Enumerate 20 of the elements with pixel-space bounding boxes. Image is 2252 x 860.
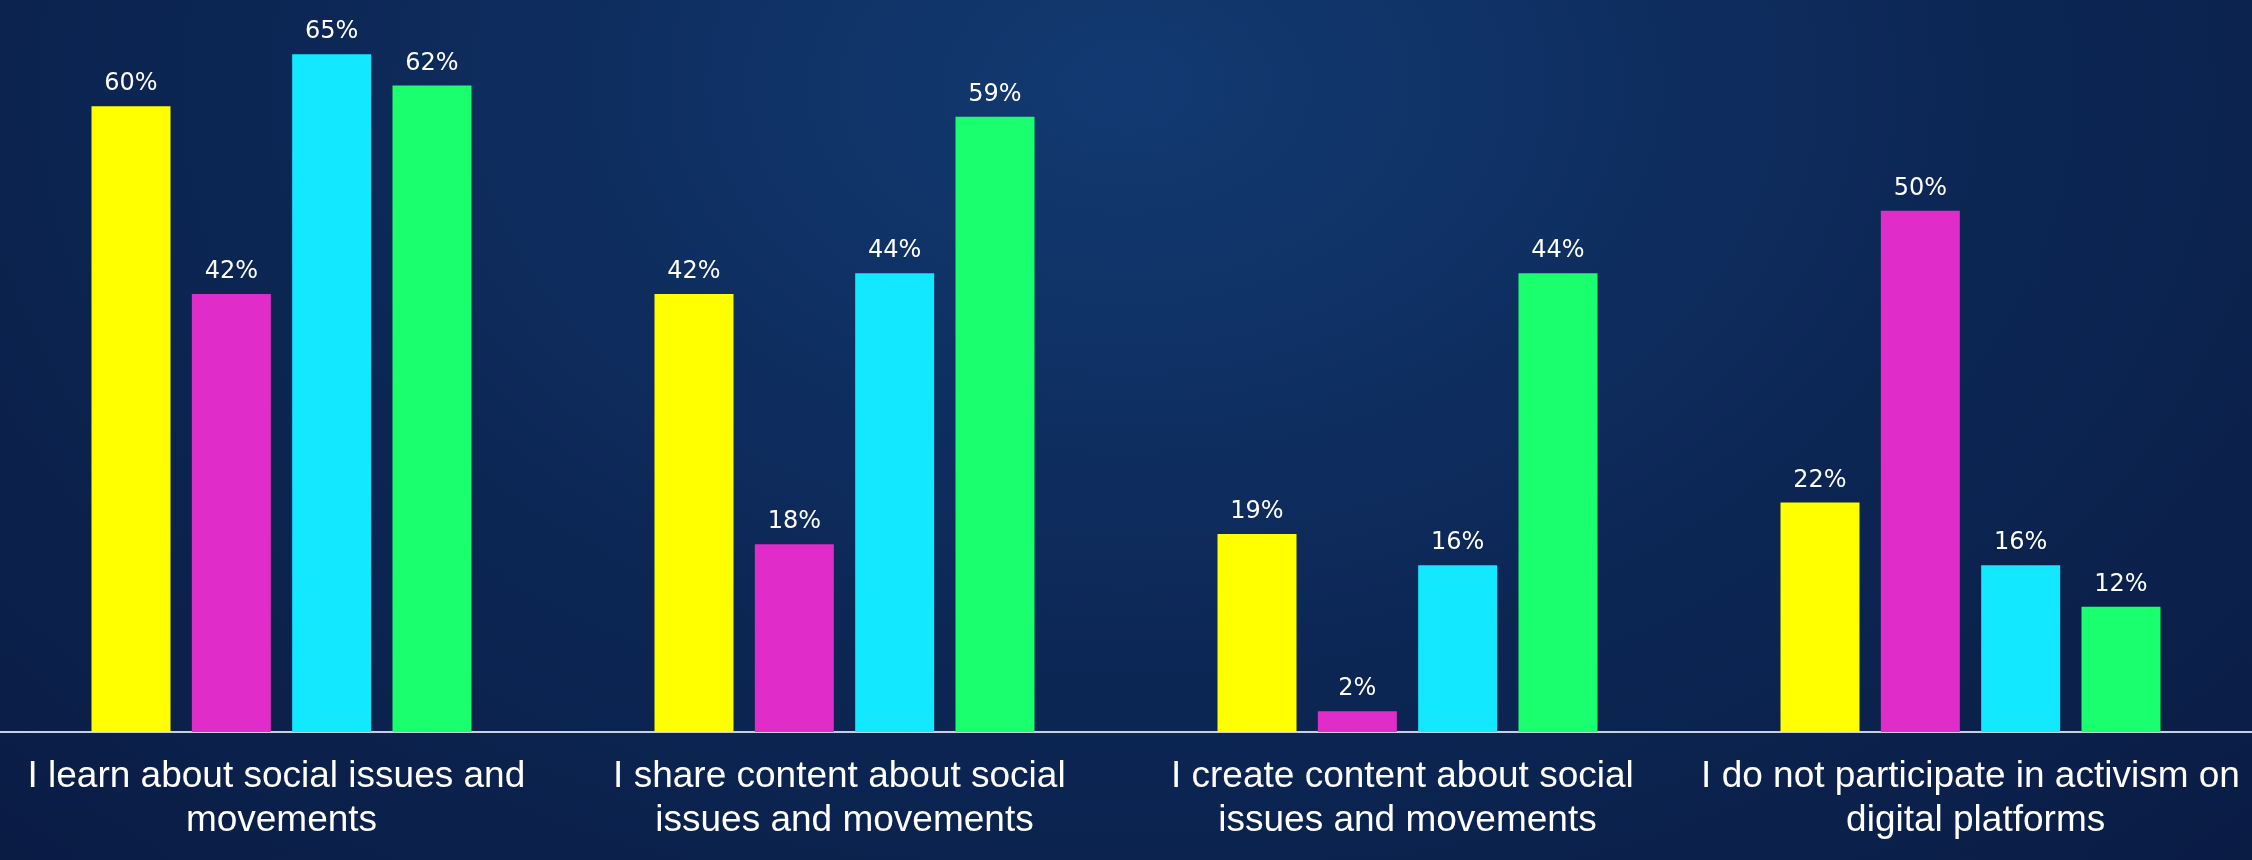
data-label: 65%	[304, 16, 359, 45]
data-label: 60%	[104, 68, 158, 97]
data-label: 12%	[2094, 568, 2148, 597]
x-tick-label: I do not participate in activism on digital platforms	[1701, 753, 2240, 839]
data-label: 2%	[1338, 673, 1377, 702]
data-label: 59%	[968, 78, 1022, 107]
x-tick-label: I share content about social issues and movements	[613, 753, 1076, 839]
data-label: 18%	[767, 506, 822, 535]
data-label: 50%	[1893, 172, 1948, 201]
data-label: 16%	[1430, 527, 1485, 556]
data-label: 42%	[204, 256, 259, 285]
data-label: 44%	[867, 235, 922, 264]
data-label: 22%	[1793, 464, 1847, 493]
data-label: 44%	[1531, 235, 1585, 264]
data-label: 19%	[1230, 495, 1284, 524]
x-tick-label: I learn about social issues and movements	[27, 753, 536, 839]
x-tick-label: I create content about social issues and movements	[1170, 753, 1645, 839]
data-label: 62%	[405, 47, 459, 76]
data-label: 42%	[667, 256, 721, 285]
data-label: 16%	[1993, 527, 2048, 556]
